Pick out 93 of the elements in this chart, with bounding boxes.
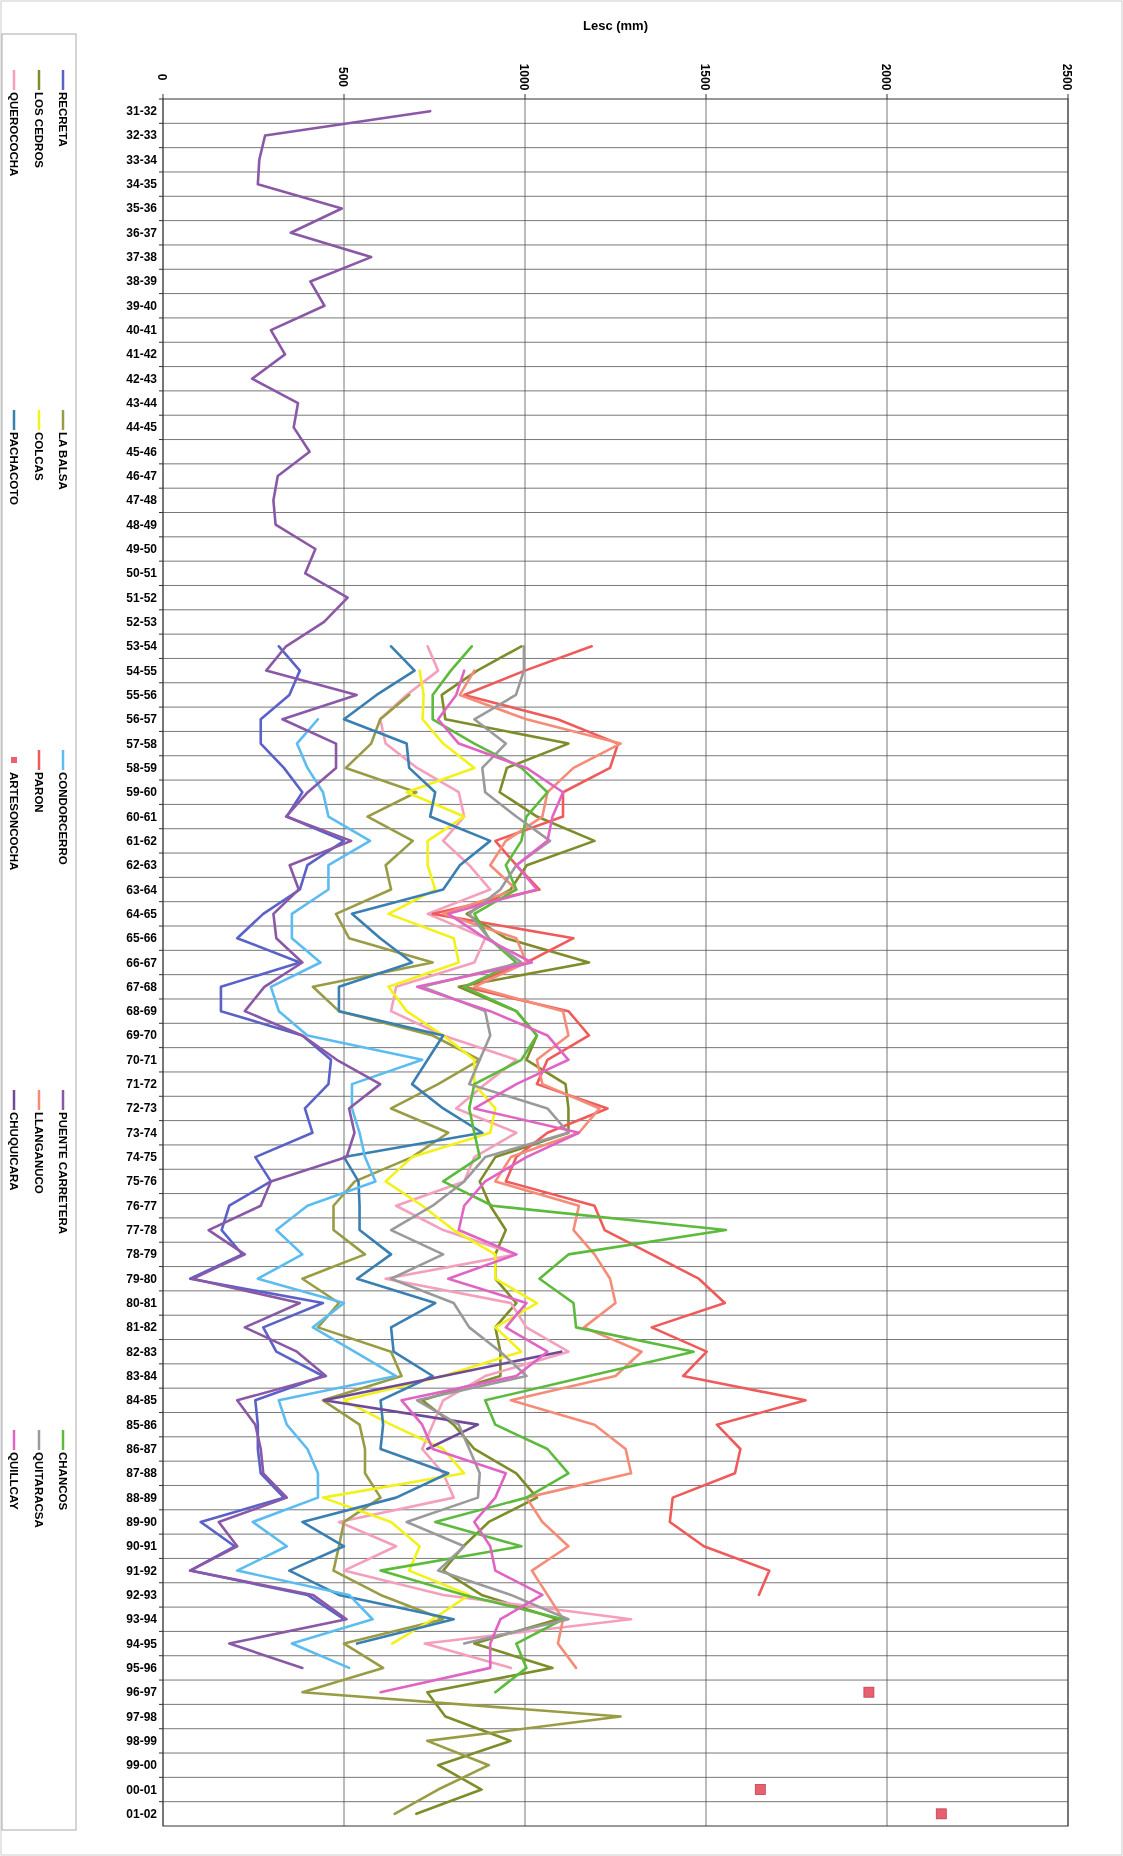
y-tick-label: 72-73 [126,1101,158,1116]
y-tick-label: 63-64 [126,882,158,897]
y-tick-label: 99-00 [126,1758,158,1773]
y-tick-label: 54-55 [126,663,158,678]
y-tick-label: 31-32 [126,104,158,119]
y-tick-label: 73-74 [126,1125,158,1140]
y-tick-label: 64-65 [126,906,158,921]
legend-label: QUEROCOCHA [8,92,20,177]
y-tick-label: 56-57 [126,712,158,727]
legend-label: PARON [33,772,45,813]
y-tick-label: 71-72 [126,1077,158,1092]
y-tick-label: 93-94 [126,1612,158,1627]
y-tick-label: 45-46 [126,444,158,459]
y-tick-label: 78-79 [126,1247,158,1262]
y-tick-label: 32-33 [126,128,158,143]
y-tick-label: 97-98 [126,1709,158,1724]
y-tick-label: 77-78 [126,1223,158,1238]
legend-label: RECRETA [57,92,69,147]
y-tick-label: 66-67 [126,955,158,970]
y-tick-label: 89-90 [126,1514,158,1529]
y-tick-label: 36-37 [126,225,158,240]
y-tick-label: 65-66 [126,931,158,946]
y-tick-label: 40-41 [126,323,158,338]
y-tick-label: 61-62 [126,833,158,848]
legend-label: QUILLCAY [8,1452,20,1511]
y-tick-label: 60-61 [126,809,158,824]
x-tick-label: 2500 [1060,63,1074,91]
x-tick-label: 1000 [517,63,531,91]
y-tick-label: 53-54 [126,639,158,654]
y-tick-label: 86-87 [126,1441,158,1456]
y-tick-label: 00-01 [126,1782,158,1797]
y-tick-label: 84-85 [126,1393,158,1408]
y-tick-label: 68-69 [126,1004,158,1019]
y-tick-label: 76-77 [126,1198,158,1213]
legend-label: COLCAS [33,432,45,481]
y-tick-label: 96-97 [126,1685,158,1700]
y-tick-label: 43-44 [126,396,158,411]
legend-label: PACHACOTO [8,432,20,506]
y-tick-label: 44-45 [126,420,158,435]
x-tick-label: 2000 [879,63,893,91]
y-tick-label: 92-93 [126,1587,158,1602]
y-tick-label: 46-47 [126,469,158,484]
y-tick-label: 51-52 [126,590,158,605]
x-tick-label: 1500 [698,63,712,91]
y-tick-label: 52-53 [126,614,158,629]
legend-label: LOS CEDROS [33,92,45,169]
y-tick-label: 01-02 [126,1806,158,1821]
y-tick-label: 39-40 [126,298,158,313]
y-tick-label: 87-88 [126,1466,158,1481]
y-tick-label: 82-83 [126,1344,158,1359]
y-tick-label: 34-35 [126,177,158,192]
legend-label: CHANCOS [57,1452,69,1511]
y-tick-label: 55-56 [126,687,158,702]
y-tick-label: 62-63 [126,858,158,873]
y-tick-label: 42-43 [126,371,158,386]
y-tick-label: 81-82 [126,1320,158,1335]
y-tick-label: 85-86 [126,1417,158,1432]
y-tick-label: 95-96 [126,1660,158,1675]
y-tick-label: 47-48 [126,493,158,508]
y-tick-label: 70-71 [126,1052,158,1067]
x-tick-label: 0 [155,73,169,81]
y-tick-label: 69-70 [126,1028,158,1043]
x-axis-title: Lesc (mm) [582,18,649,33]
y-tick-label: 33-34 [126,152,158,167]
y-tick-label: 57-58 [126,736,158,751]
y-tick-label: 83-84 [126,1369,158,1384]
legend-label: CONDORCERRO [57,772,69,865]
legend-label: CHUQUICARA [8,1112,20,1191]
y-tick-label: 59-60 [126,785,158,800]
y-tick-label: 90-91 [126,1539,158,1554]
legend-label: ARTESONCOCHA [8,772,20,871]
y-tick-label: 50-51 [126,566,158,581]
legend-label: LA BALSA [57,432,69,490]
legend-label: LLANGANUCO [33,1112,45,1194]
y-tick-label: 58-59 [126,760,158,775]
y-tick-label: 49-50 [126,541,158,556]
legend-label: PUENTE CARRETERA [57,1112,69,1235]
y-tick-label: 38-39 [126,274,158,289]
y-tick-label: 35-36 [126,201,158,216]
y-tick-label: 75-76 [126,1174,158,1189]
y-tick-label: 37-38 [126,250,158,265]
y-tick-label: 48-49 [126,517,158,532]
y-tick-label: 98-99 [126,1733,158,1748]
y-tick-label: 79-80 [126,1271,158,1286]
x-tick-label: 500 [336,66,350,88]
y-tick-label: 80-81 [126,1296,158,1311]
y-tick-label: 74-75 [126,1150,158,1165]
y-tick-label: 67-68 [126,979,158,994]
y-tick-label: 88-89 [126,1490,158,1505]
y-tick-label: 91-92 [126,1563,158,1578]
y-tick-label: 41-42 [126,347,158,362]
legend-label: QUITARACSA [33,1452,45,1528]
y-tick-label: 94-95 [126,1636,158,1651]
